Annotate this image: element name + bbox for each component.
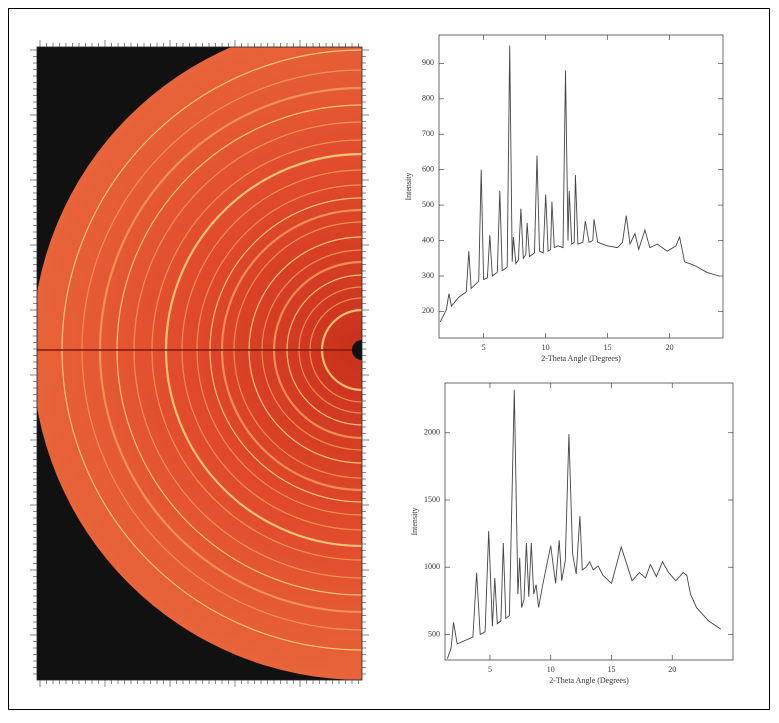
y-tick-label: 1000	[424, 562, 440, 571]
x-tick-label: 5	[488, 665, 492, 674]
plot-frame	[444, 382, 734, 661]
ruler	[30, 40, 369, 687]
x-tick-label: 20	[668, 665, 676, 674]
y-tick-label: 700	[422, 129, 434, 138]
y-tick-label: 200	[422, 306, 434, 315]
x-axis-label: 2-Theta Angle (Degrees)	[541, 354, 621, 363]
x-tick-label: 15	[607, 665, 615, 674]
y-axis-label: Intensity	[410, 508, 419, 536]
detector-area	[37, 47, 362, 680]
y-tick-label: 900	[422, 58, 434, 67]
y-axis-label: Intensity	[404, 173, 413, 201]
y-tick-label: 500	[422, 200, 434, 209]
data-line	[446, 389, 722, 659]
data-line	[439, 45, 720, 323]
diffraction-image	[37, 47, 362, 680]
x-tick-label: 20	[666, 343, 674, 352]
y-tick-label: 600	[422, 164, 434, 173]
x-tick-label: 5	[482, 343, 486, 352]
x-tick-label: 10	[547, 665, 555, 674]
x-axis-label: 2-Theta Angle (Degrees)	[549, 676, 629, 685]
y-tick-label: 500	[428, 629, 440, 638]
y-tick-label: 300	[422, 271, 434, 280]
beam-stop	[352, 340, 362, 360]
x-tick-label: 10	[542, 343, 550, 352]
y-tick-label: 1500	[424, 495, 440, 504]
x-tick-label: 15	[604, 343, 612, 352]
y-tick-label: 800	[422, 94, 434, 103]
plot-frame	[438, 34, 724, 339]
y-tick-label: 400	[422, 235, 434, 244]
y-tick-label: 2000	[424, 428, 440, 437]
image-border	[36, 46, 363, 681]
